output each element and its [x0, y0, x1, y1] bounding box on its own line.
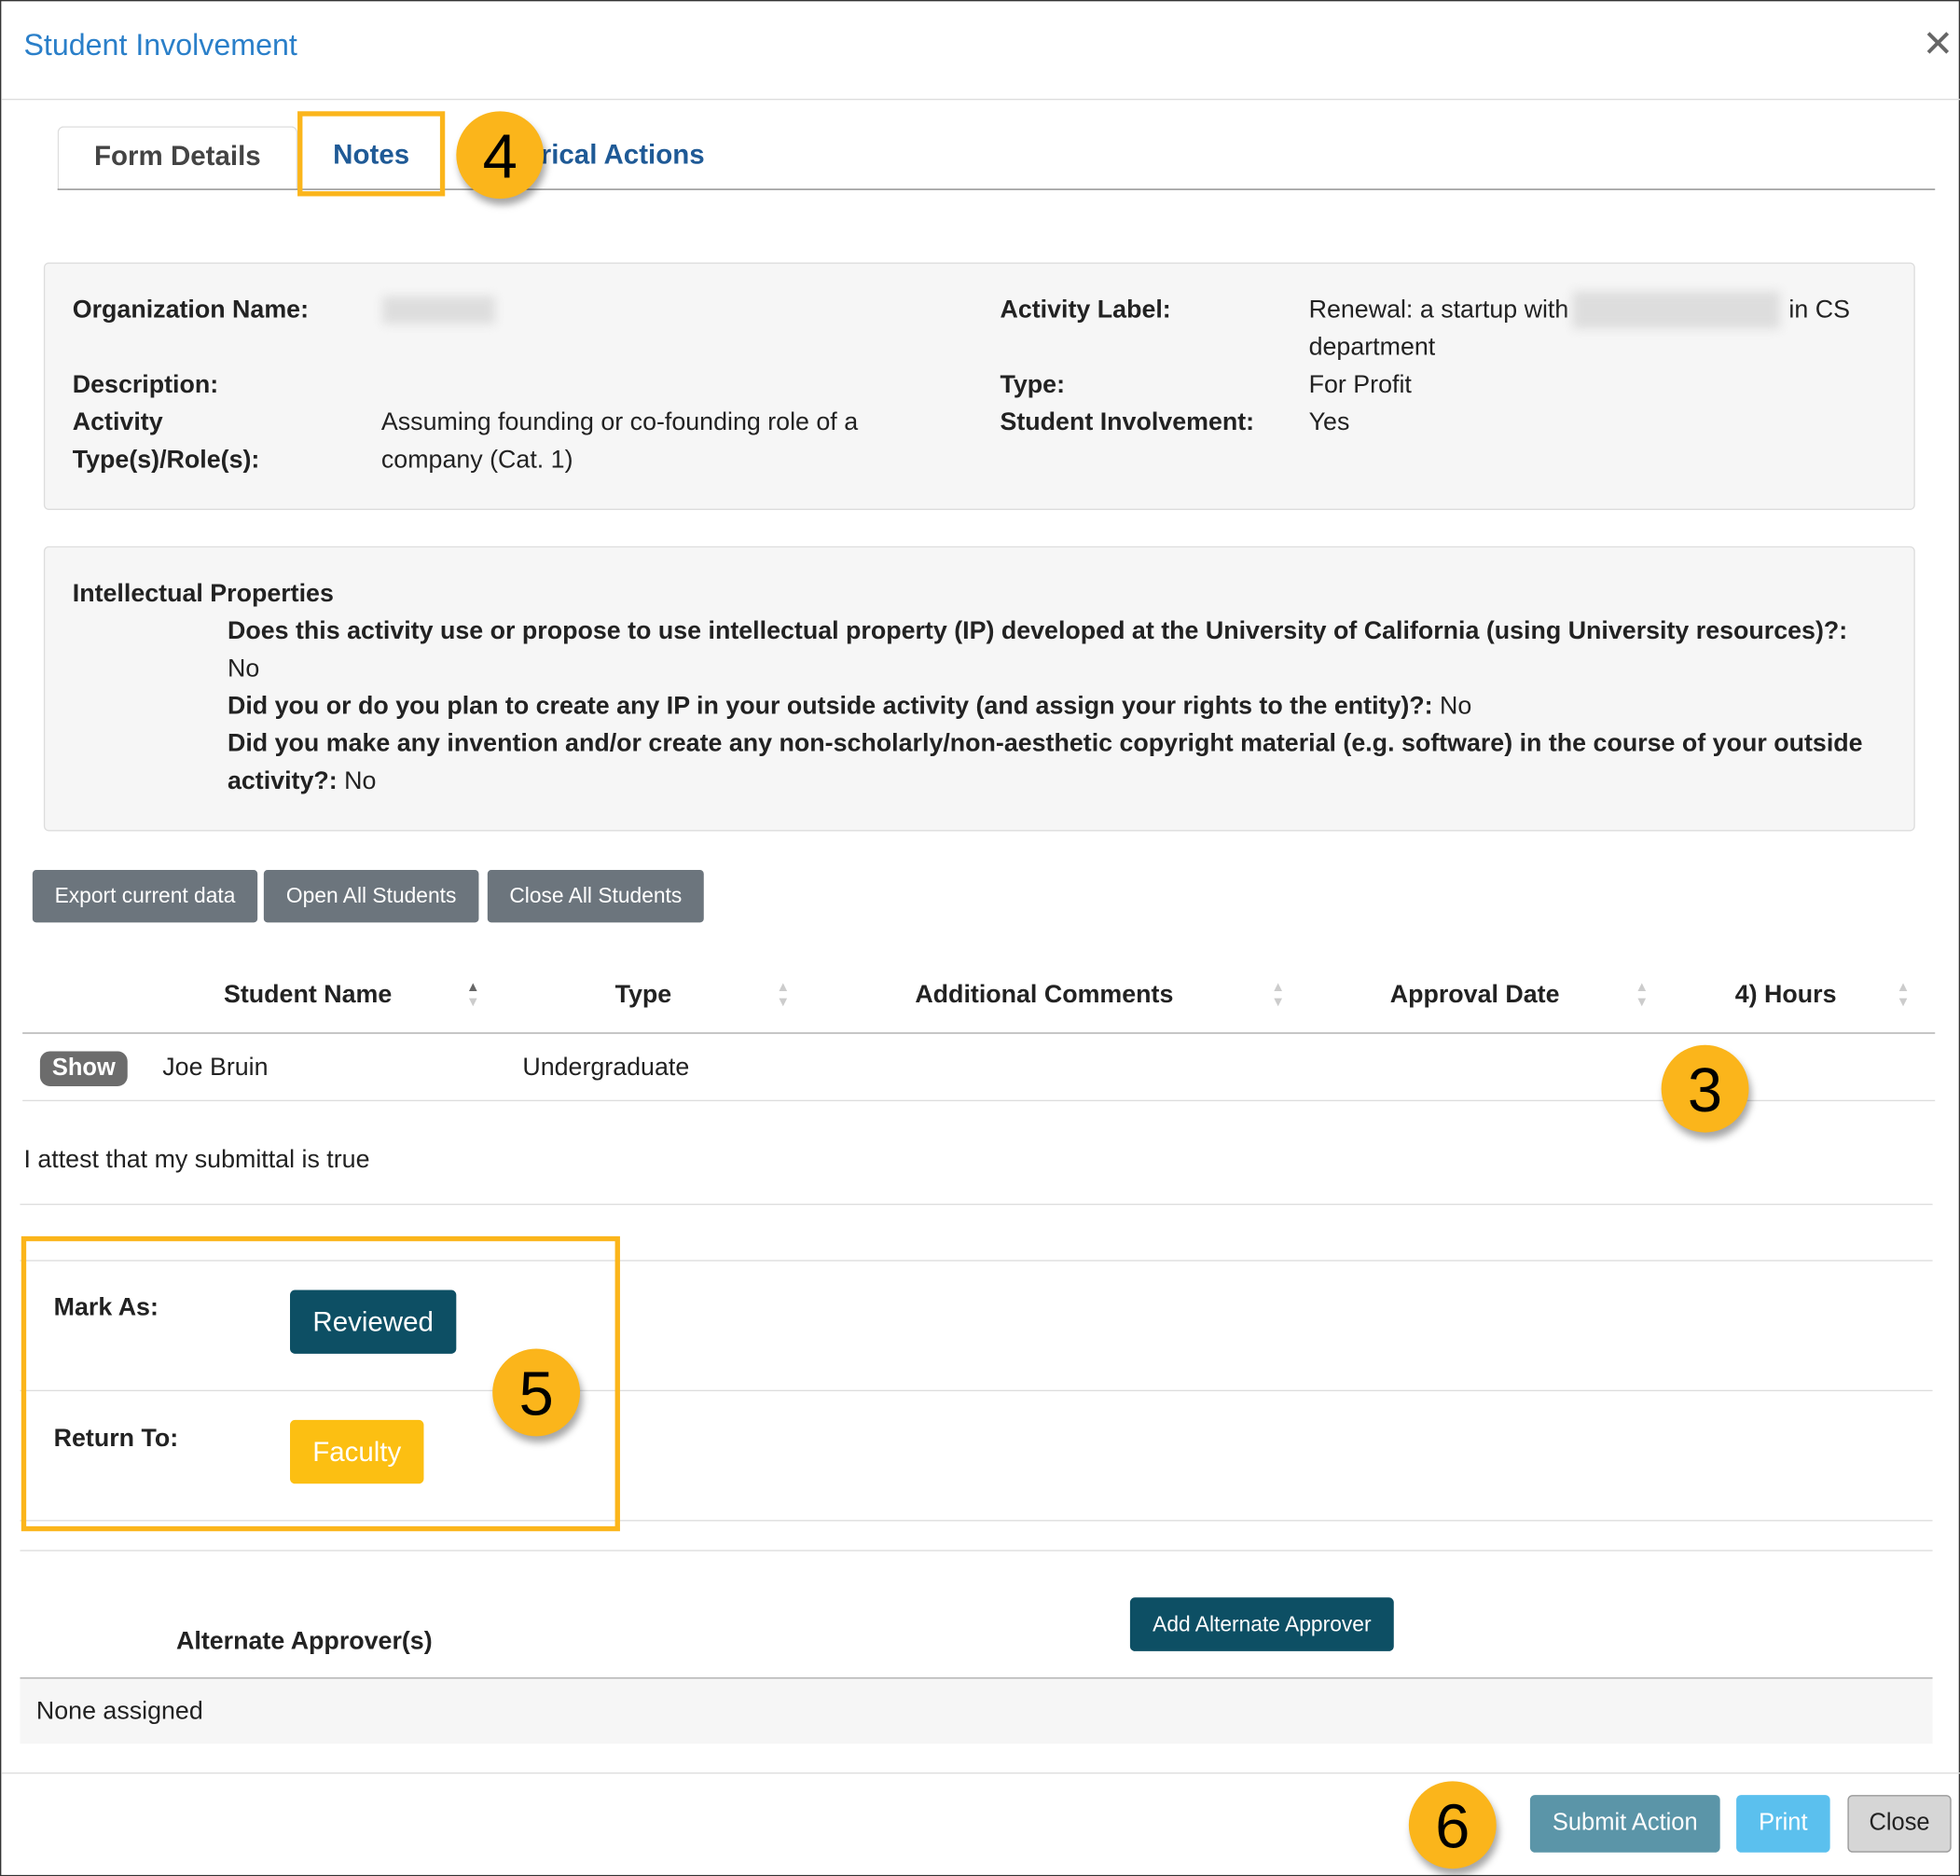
roles-value-cont: company (Cat. 1) [380, 446, 573, 475]
ip-q3-cont: activity?: [227, 767, 338, 795]
column-type[interactable]: Type [614, 981, 672, 1009]
roles-value: Assuming founding or co-founding role of… [380, 408, 859, 436]
mark-as-highlight [21, 1235, 620, 1532]
ip-heading: Intellectual Properties [72, 580, 334, 608]
org-name-label: Organization Name: [72, 296, 310, 324]
modal-title: Student Involvement [23, 28, 297, 63]
activity-label-value-end: in CS [1788, 296, 1850, 324]
export-current-data-button[interactable]: Export current data [32, 870, 258, 923]
alternate-approvers-empty: None assigned [35, 1697, 203, 1726]
sort-icon[interactable]: ▲ ▼ [1271, 980, 1285, 1011]
tab-form-details[interactable]: Form Details [57, 126, 298, 190]
sort-icon[interactable]: ▲ ▼ [1896, 980, 1911, 1011]
close-x-icon[interactable]: ✕ [1922, 23, 1954, 65]
close-button[interactable]: Close [1847, 1795, 1952, 1853]
roles-label-cont: Type(s)/Role(s): [72, 446, 260, 475]
sort-icon[interactable]: ▲ ▼ [1635, 980, 1649, 1011]
tab-historical-actions[interactable]: orical Actions [523, 138, 705, 171]
type-label: Type: [1000, 371, 1066, 399]
add-alternate-approver-button[interactable]: Add Alternate Approver [1129, 1597, 1394, 1651]
tab-divider [57, 188, 1936, 190]
callout-6: 6 [1408, 1781, 1497, 1869]
show-student-button[interactable]: Show [39, 1051, 128, 1086]
close-all-students-button[interactable]: Close All Students [487, 870, 704, 923]
details-panel: Organization Name: Activity Label: Renew… [43, 262, 1915, 510]
redacted-company [1572, 291, 1781, 329]
open-all-students-button[interactable]: Open All Students [263, 870, 479, 923]
student-type-cell: Undergraduate [522, 1054, 690, 1082]
ip-a1: No [227, 655, 260, 683]
ip-q2: Did you or do you plan to create any IP … [227, 692, 1433, 721]
notes-tab-highlight [297, 111, 446, 197]
student-name-cell: Joe Bruin [162, 1054, 269, 1082]
sort-icon[interactable]: ▲ ▼ [776, 980, 791, 1011]
ip-q3: Did you make any invention and/or create… [227, 729, 1863, 758]
column-hours[interactable]: 4) Hours [1734, 981, 1837, 1009]
roles-label: Activity [72, 408, 163, 436]
description-label: Description: [72, 371, 219, 399]
type-value: For Profit [1308, 371, 1412, 399]
column-additional-comments[interactable]: Additional Comments [915, 981, 1174, 1009]
student-involvement-label: Student Involvement: [1000, 408, 1255, 436]
student-involvement-value: Yes [1308, 408, 1350, 436]
ip-q1: Does this activity use or propose to use… [227, 617, 1848, 645]
return-to-label: Return To: [53, 1425, 179, 1453]
tab-notes[interactable]: Notes [333, 138, 410, 171]
ip-a3: No [344, 767, 377, 795]
redacted-org-name [382, 296, 495, 324]
activity-label-label: Activity Label: [1000, 296, 1171, 324]
callout-5: 5 [492, 1348, 581, 1437]
column-student-name[interactable]: Student Name [223, 981, 393, 1009]
ip-a2: No [1440, 692, 1472, 721]
column-approval-date[interactable]: Approval Date [1389, 981, 1560, 1009]
callout-3: 3 [1661, 1044, 1749, 1133]
attestation-text: I attest that my submittal is true [23, 1146, 370, 1174]
submit-action-button[interactable]: Submit Action [1529, 1795, 1720, 1853]
activity-label-value-cont: department [1308, 333, 1436, 362]
ip-panel: Intellectual Properties Does this activi… [43, 545, 1915, 832]
print-button[interactable]: Print [1736, 1795, 1830, 1853]
activity-label-value: Renewal: a startup with [1308, 296, 1569, 324]
reviewed-button[interactable]: Reviewed [290, 1290, 457, 1354]
mark-as-label: Mark As: [53, 1293, 159, 1322]
faculty-button[interactable]: Faculty [290, 1419, 424, 1484]
sort-asc-icon[interactable]: ▲ ▼ [466, 980, 480, 1011]
alternate-approvers-heading: Alternate Approver(s) [176, 1627, 433, 1655]
callout-4: 4 [456, 111, 545, 200]
